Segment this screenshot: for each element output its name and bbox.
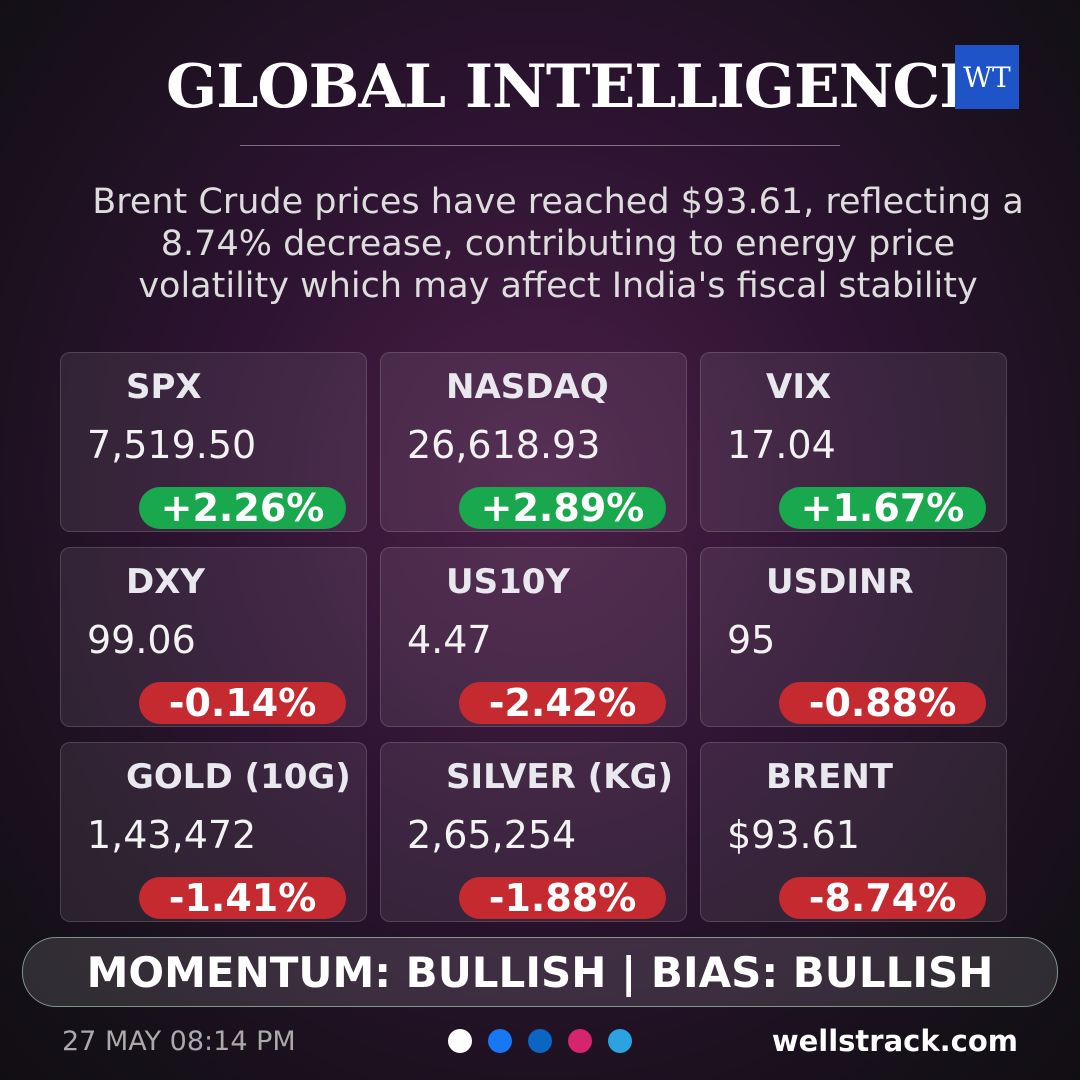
logo: WT: [955, 45, 1019, 109]
market-card: USDINR 95 -0.88%: [700, 547, 1007, 727]
banner: MOMENTUM: BULLISH | BIAS: BULLISH: [22, 937, 1058, 1007]
ticker-value: 17.04: [727, 423, 836, 467]
change-badge: +2.89%: [459, 486, 666, 530]
change-badge: -1.88%: [459, 876, 666, 920]
ticker-name: USDINR: [766, 562, 914, 602]
ticker-name: NASDAQ: [446, 367, 609, 407]
instagram-icon[interactable]: [568, 1029, 592, 1053]
change-badge: +1.67%: [779, 486, 986, 530]
website[interactable]: wellstrack.com: [771, 1024, 1018, 1058]
ticker-value: 95: [727, 618, 776, 662]
market-card: BRENT $93.61 -8.74%: [700, 742, 1007, 922]
ticker-value: 99.06: [87, 618, 196, 662]
ticker-value: 2,65,254: [407, 813, 577, 857]
ticker-name: BRENT: [766, 757, 893, 797]
ticker-name: US10Y: [446, 562, 571, 602]
market-card: DXY 99.06 -0.14%: [60, 547, 367, 727]
description-line: volatility which may affect India's fisc…: [138, 266, 978, 306]
x-icon[interactable]: [448, 1029, 472, 1053]
market-card: GOLD (10G) 1,43,472 -1.41%: [60, 742, 367, 922]
title: GLOBAL INTELLIGENCE: [165, 52, 985, 122]
ticker-name: SILVER (KG): [446, 757, 674, 797]
change-badge: +2.26%: [139, 486, 346, 530]
change-badge: -1.41%: [139, 876, 346, 920]
facebook-icon[interactable]: [488, 1029, 512, 1053]
ticker-name: VIX: [766, 367, 832, 407]
market-card: US10Y 4.47 -2.42%: [380, 547, 687, 727]
divider: [240, 145, 840, 146]
linkedin-icon[interactable]: [528, 1029, 552, 1053]
ticker-value: $93.61: [727, 813, 860, 857]
change-badge: -0.14%: [139, 681, 346, 725]
description-line: Brent Crude prices have reached $93.61, …: [92, 182, 1024, 222]
change-badge: -0.88%: [779, 681, 986, 725]
ticker-name: DXY: [126, 562, 206, 602]
market-card: SILVER (KG) 2,65,254 -1.88%: [380, 742, 687, 922]
change-badge: -8.74%: [779, 876, 986, 920]
date: 27 MAY 08:14 PM: [62, 1026, 296, 1057]
ticker-value: 4.47: [407, 618, 492, 662]
ticker-name: SPX: [126, 367, 202, 407]
social-icons: [448, 1029, 632, 1053]
ticker-value: 26,618.93: [407, 423, 601, 467]
market-card: SPX 7,519.50 +2.26%: [60, 352, 367, 532]
change-badge: -2.42%: [459, 681, 666, 725]
telegram-icon[interactable]: [608, 1029, 632, 1053]
description-line: 8.74% decrease, contributing to energy p…: [160, 224, 956, 264]
market-card: VIX 17.04 +1.67%: [700, 352, 1007, 532]
market-card: NASDAQ 26,618.93 +2.89%: [380, 352, 687, 532]
ticker-value: 1,43,472: [87, 813, 257, 857]
ticker-name: GOLD (10G): [126, 757, 351, 797]
ticker-value: 7,519.50: [87, 423, 257, 467]
